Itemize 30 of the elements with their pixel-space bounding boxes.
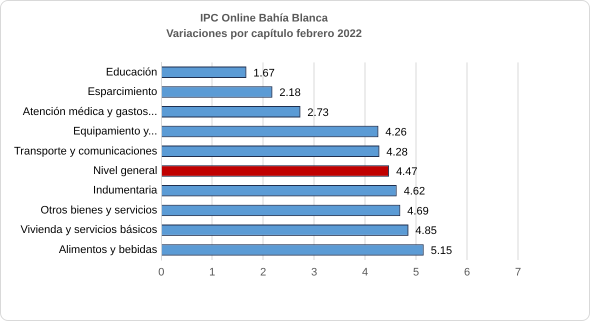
y-tick-label: Esparcimiento — [88, 86, 158, 98]
data-label: 4.69 — [407, 205, 429, 218]
data-label: 2.73 — [307, 106, 329, 119]
x-tick-label: 6 — [464, 266, 470, 278]
x-tick-label: 3 — [311, 266, 318, 278]
x-tick-label: 4 — [362, 266, 368, 278]
y-tick-label: Otros bienes y servicios — [40, 204, 158, 216]
x-tick-label: 0 — [158, 266, 164, 278]
data-label: 5.15 — [430, 244, 452, 257]
y-tick-label: Transporte y comunicaciones — [14, 145, 158, 158]
y-tick-label: Atención médica y gastos... — [22, 106, 158, 118]
data-label: 4.85 — [415, 225, 437, 238]
data-label: 2.18 — [279, 87, 301, 100]
y-tick-label: Educación — [106, 66, 158, 78]
y-tick-label: Equipamiento y... — [73, 126, 158, 138]
x-tick-label: 7 — [514, 266, 522, 278]
x-tick-label: 2 — [260, 266, 266, 278]
data-label: 1.67 — [253, 67, 275, 80]
y-tick-label: Indumentaria — [93, 184, 158, 197]
y-tick-label: Alimentos y bebidas — [58, 244, 158, 256]
data-label: 4.26 — [385, 126, 407, 139]
chart-title: IPC Online Bahía Blanca — [200, 12, 329, 25]
y-tick-label: Nivel general — [93, 165, 158, 177]
chart-subtitle: Variaciones por capítulo febrero 2022 — [166, 28, 362, 40]
y-tick-label: Vivienda y servicios básicos — [20, 224, 158, 236]
data-label: 4.28 — [386, 146, 408, 158]
data-label: 4.47 — [396, 166, 418, 178]
x-tick-label: 5 — [413, 266, 420, 278]
data-label: 4.62 — [404, 186, 426, 198]
x-tick-label: 1 — [209, 266, 216, 278]
